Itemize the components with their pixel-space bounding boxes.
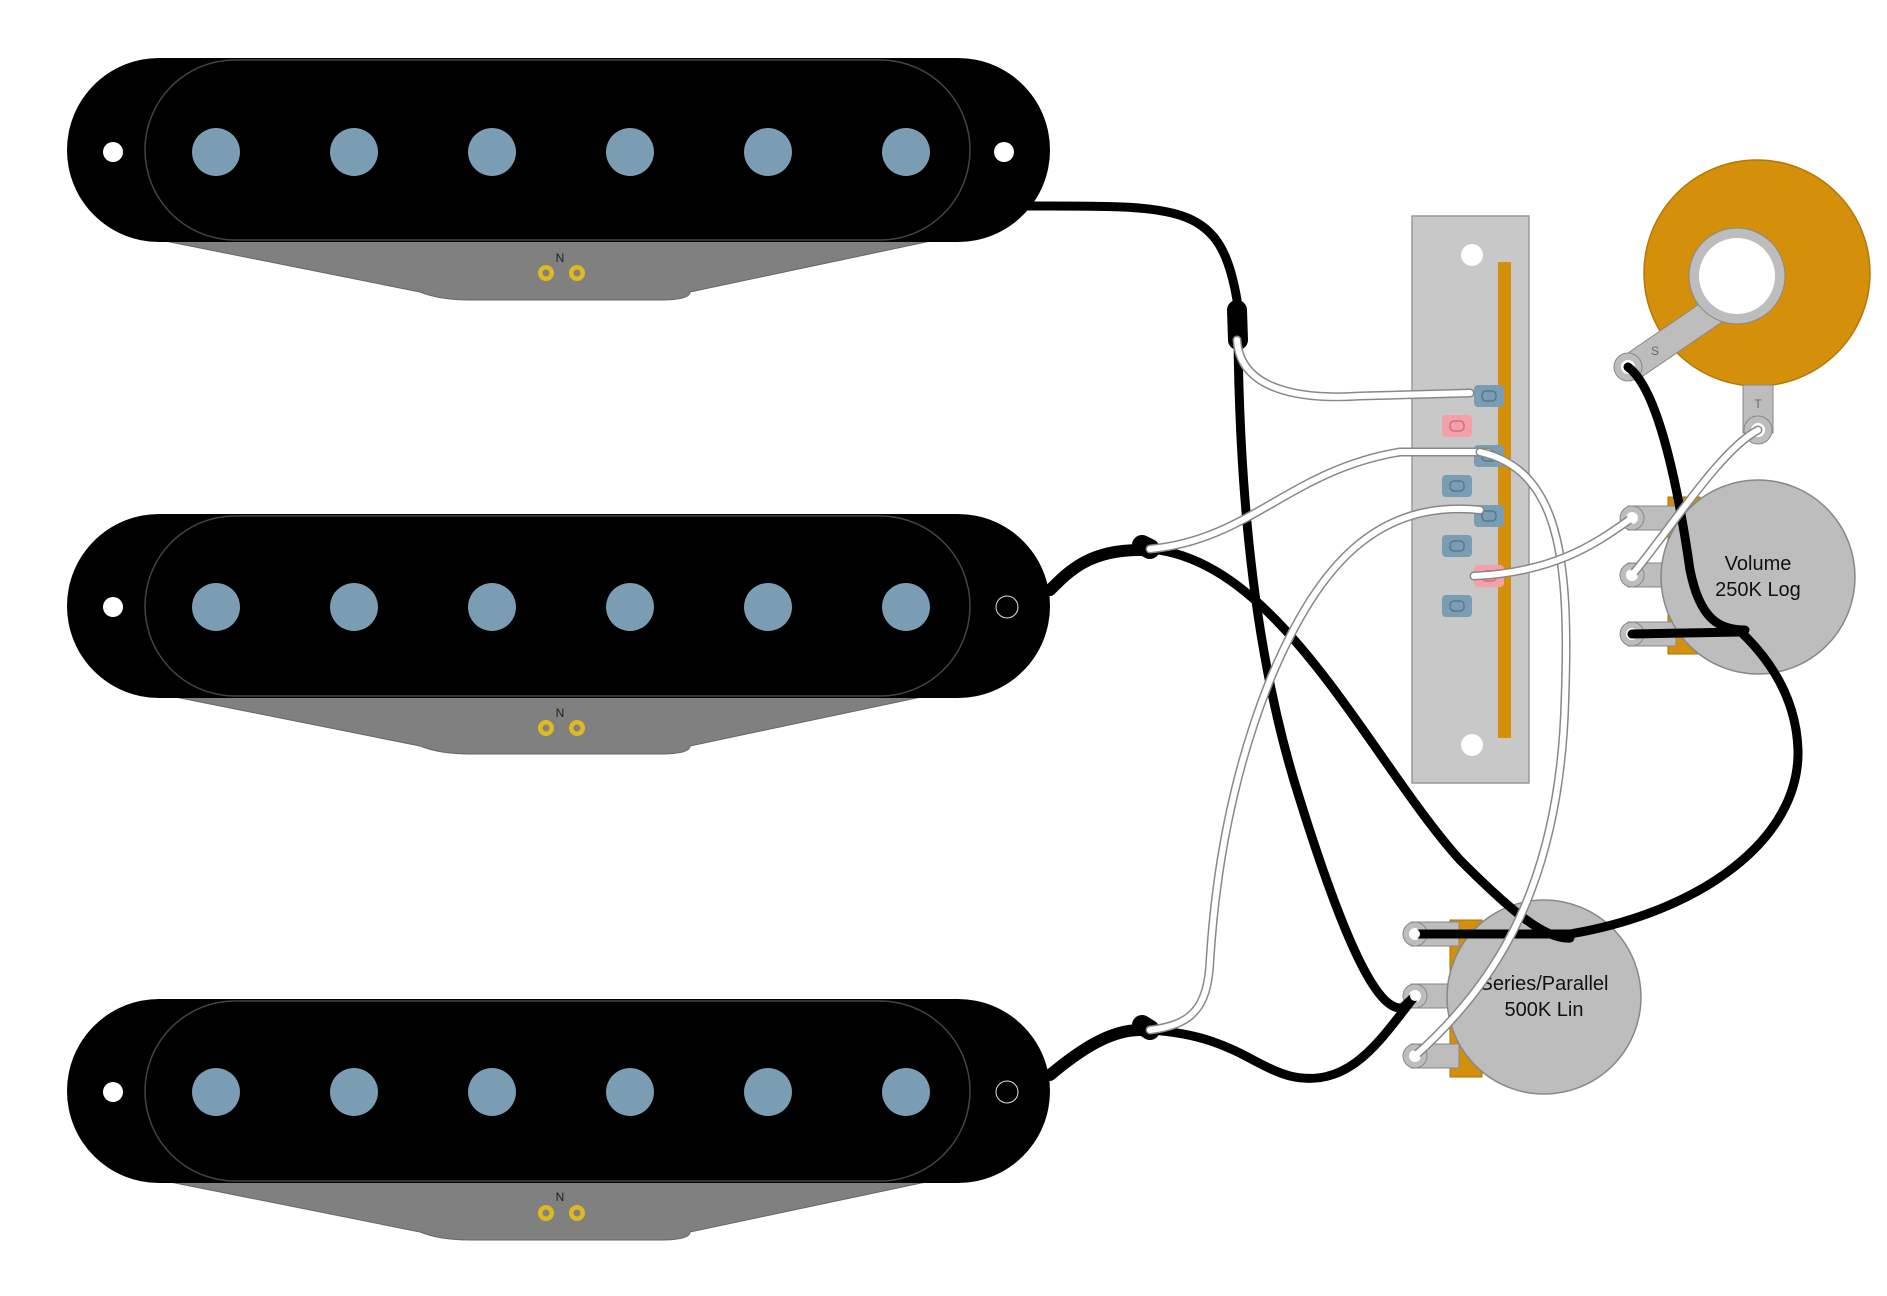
middle-pickup-pole-pieces [192, 583, 930, 631]
pole-piece [744, 583, 792, 631]
five-way-switch [1411, 215, 1530, 784]
pole-piece [744, 1068, 792, 1116]
switch-contact-bar [1498, 262, 1511, 738]
ground-wire [1044, 544, 1146, 596]
bridge-pickup-pole-pieces [192, 1068, 930, 1116]
pole-piece [330, 583, 378, 631]
ground-wires [1005, 201, 1803, 1083]
bridge-pickup-polarity-label: N [556, 1190, 565, 1204]
series-parallel-pot-body [1446, 899, 1642, 1095]
bridge-pickup-eyelets [538, 1205, 585, 1221]
hot-wire [1234, 337, 1473, 400]
ground-wire [1627, 627, 1745, 639]
neck-pickup-cover [67, 58, 1050, 242]
switch-body [1411, 215, 1530, 784]
ground-wire [1145, 991, 1420, 1083]
hot-wire [1147, 505, 1483, 1033]
hot-wire [1629, 427, 1761, 578]
hot-wire [1412, 449, 1570, 1059]
neck-pickup-polarity-label: N [556, 251, 565, 265]
pole-piece [192, 128, 240, 176]
series-parallel-pot-name: Series/Parallel [1480, 973, 1609, 995]
hot-wires [1145, 335, 1763, 1061]
middle-pickup-mount-hole-right [995, 595, 1019, 619]
neck-pickup-mount-hole-left [103, 142, 123, 162]
middle-pickup-eyelets [538, 720, 585, 736]
switch-lug-blue [1474, 385, 1504, 407]
volume-pot-name: Volume [1725, 553, 1792, 575]
pole-piece [468, 1068, 516, 1116]
lug-holes-overlay [1410, 513, 1637, 1061]
ground-wire [1044, 1024, 1146, 1081]
volume-pot: Volume 250K Log [1619, 479, 1856, 675]
ground-wire [1233, 335, 1420, 1013]
switch-lug-blue [1442, 475, 1472, 497]
neck-pickup: N [67, 58, 1050, 301]
pole-piece [744, 128, 792, 176]
jack-tip-label: T [1754, 397, 1762, 411]
ground-wire [1410, 626, 1803, 939]
ground-wire [1145, 544, 1575, 943]
volume-pot-body [1660, 479, 1856, 675]
bridge-pickup-cover-outline [144, 1000, 971, 1182]
bridge-pickup: N [67, 999, 1050, 1241]
neck-pickup-cover-outline [144, 59, 971, 241]
middle-pickup-cover-outline [144, 515, 971, 697]
hot-wire [1471, 515, 1635, 579]
bridge-pickup-mount-hole-left [103, 1082, 123, 1102]
pole-piece [330, 1068, 378, 1116]
jack-center-hole [1699, 238, 1775, 314]
pole-piece [606, 128, 654, 176]
pole-piece [468, 128, 516, 176]
switch-mount-hole-top [1461, 244, 1483, 266]
hot-wire [1147, 449, 1491, 552]
switch-lug-red [1442, 415, 1472, 437]
pole-piece [882, 128, 930, 176]
neck-pickup-pole-pieces [192, 128, 930, 176]
pole-piece [606, 583, 654, 631]
ground-wire-end [1227, 300, 1248, 350]
ground-wire [1623, 362, 1750, 635]
pole-piece [882, 1068, 930, 1116]
pole-piece [192, 1068, 240, 1116]
switch-mount-hole-bottom [1461, 734, 1483, 756]
bridge-pickup-mount-hole-right [995, 1080, 1019, 1104]
neck-pickup-mount-hole-right [994, 142, 1014, 162]
switch-lug-blue [1442, 595, 1472, 617]
middle-pickup-cover [67, 514, 1050, 698]
switch-lug-blue [1442, 535, 1472, 557]
pole-piece [468, 583, 516, 631]
ground-wire [1005, 201, 1243, 335]
pole-piece [882, 583, 930, 631]
bridge-pickup-cover [67, 999, 1050, 1183]
middle-pickup-polarity-label: N [556, 706, 565, 720]
pole-piece [606, 1068, 654, 1116]
pole-piece [192, 583, 240, 631]
volume-pot-value: 250K Log [1715, 579, 1801, 601]
pole-piece [330, 128, 378, 176]
middle-pickup-mount-hole-left [103, 597, 123, 617]
middle-pickup: N [67, 514, 1050, 755]
neck-pickup-eyelets [538, 265, 585, 281]
series-parallel-pot-value: 500K Lin [1505, 999, 1584, 1021]
jack-sleeve-label: S [1651, 344, 1659, 358]
